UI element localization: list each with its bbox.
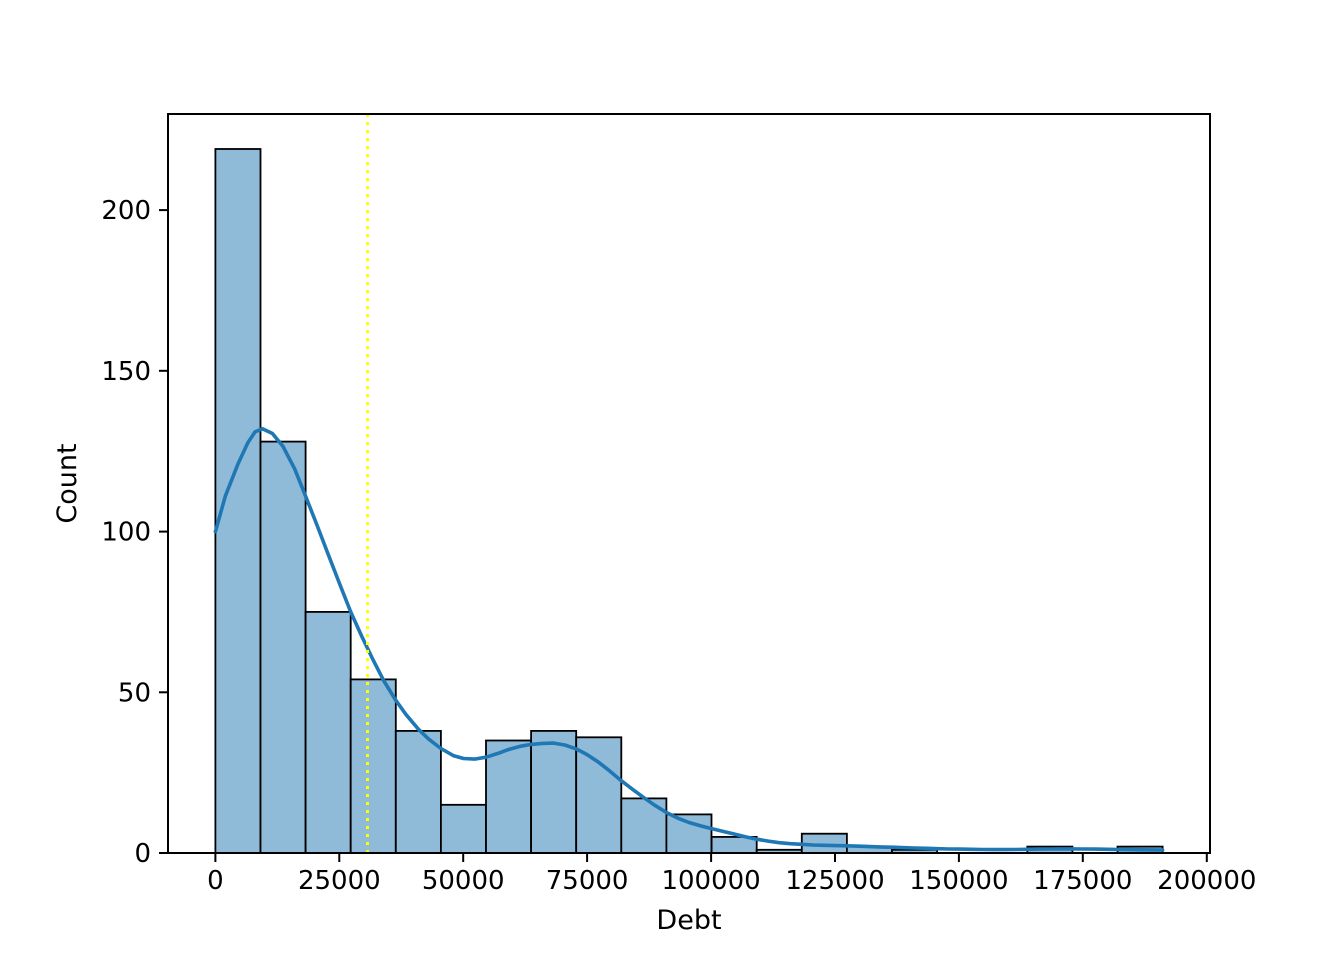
x-tick-label: 100000: [661, 866, 760, 896]
x-tick-label: 25000: [298, 866, 381, 896]
y-axis-label: Count: [52, 443, 83, 523]
y-tick-label: 100: [101, 518, 151, 548]
x-axis: 0 25000 50000 75000 100000 125000 150000 175000…: [207, 853, 1256, 896]
histogram-bar: [394, 730, 442, 854]
histogram-bar: [575, 736, 623, 854]
y-tick-label: 50: [118, 678, 151, 708]
y-axis: 0 50 100 150 200: [101, 196, 168, 869]
x-tick-label: 200000: [1157, 866, 1256, 896]
histogram-bar: [349, 678, 397, 854]
x-tick-label: 50000: [422, 866, 505, 896]
x-tick-label: 0: [207, 866, 224, 896]
x-tick-label: 150000: [909, 866, 1008, 896]
kde-curve: [213, 426, 1165, 852]
histogram-bar: [485, 739, 532, 854]
y-tick-label: 150: [101, 357, 151, 387]
histogram-bar: [439, 803, 487, 854]
x-tick-label: 75000: [546, 866, 629, 896]
histogram-bar: [665, 813, 713, 854]
plot-frame: [167, 113, 1211, 854]
histogram-bar: [259, 440, 307, 854]
x-tick-label: 125000: [785, 866, 884, 896]
histogram-bars-group: [214, 148, 1164, 854]
x-axis-label: Debt: [656, 905, 721, 936]
y-tick-label: 200: [101, 196, 151, 226]
x-tick-label: 175000: [1033, 866, 1132, 896]
histogram-bar: [304, 611, 352, 854]
y-tick-label: 0: [134, 839, 151, 869]
histogram-bar: [530, 730, 578, 854]
